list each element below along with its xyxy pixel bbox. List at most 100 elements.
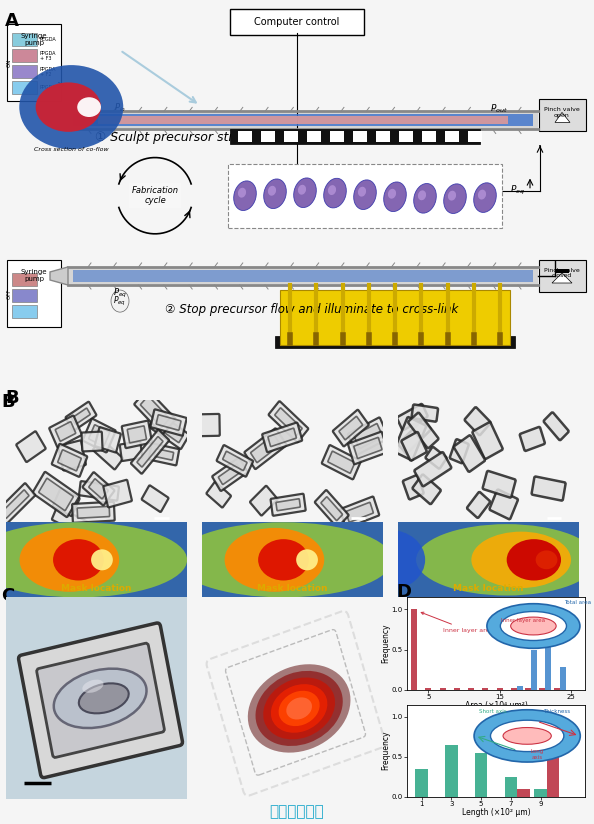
Bar: [555, 269, 569, 273]
FancyBboxPatch shape: [37, 644, 165, 757]
FancyBboxPatch shape: [55, 422, 75, 441]
Ellipse shape: [444, 184, 466, 213]
Ellipse shape: [298, 185, 306, 194]
Ellipse shape: [238, 188, 246, 198]
Text: Inner layer area: Inner layer area: [421, 612, 493, 633]
FancyBboxPatch shape: [322, 445, 361, 480]
Bar: [12, 82, 37, 94]
Bar: [12, 33, 37, 46]
FancyBboxPatch shape: [18, 623, 182, 778]
Text: OFF: OFF: [7, 288, 11, 299]
FancyBboxPatch shape: [17, 431, 46, 462]
FancyBboxPatch shape: [134, 390, 176, 434]
FancyBboxPatch shape: [532, 476, 565, 500]
Ellipse shape: [233, 181, 257, 210]
FancyBboxPatch shape: [402, 432, 426, 461]
FancyBboxPatch shape: [268, 428, 296, 447]
Bar: [12, 273, 37, 286]
Text: PEGDA: PEGDA: [40, 37, 57, 42]
FancyBboxPatch shape: [346, 503, 373, 522]
FancyBboxPatch shape: [156, 414, 181, 430]
Bar: [275, 336, 515, 349]
Ellipse shape: [286, 697, 312, 719]
Bar: [547, 717, 560, 797]
FancyBboxPatch shape: [251, 435, 280, 462]
Bar: [411, 610, 417, 690]
FancyBboxPatch shape: [58, 450, 81, 471]
Ellipse shape: [328, 185, 336, 195]
FancyBboxPatch shape: [151, 410, 187, 436]
Ellipse shape: [388, 189, 396, 199]
Ellipse shape: [248, 664, 350, 752]
Bar: [525, 688, 531, 690]
FancyBboxPatch shape: [425, 447, 447, 469]
Bar: [202, 522, 383, 597]
FancyBboxPatch shape: [89, 425, 110, 447]
Bar: [445, 132, 459, 142]
FancyBboxPatch shape: [268, 401, 308, 442]
FancyBboxPatch shape: [250, 486, 277, 516]
Ellipse shape: [473, 183, 497, 213]
Ellipse shape: [384, 182, 406, 212]
FancyBboxPatch shape: [7, 260, 61, 327]
Text: A: A: [5, 12, 19, 30]
FancyBboxPatch shape: [1, 490, 29, 518]
Polygon shape: [552, 273, 572, 283]
FancyBboxPatch shape: [223, 452, 247, 471]
FancyBboxPatch shape: [141, 396, 169, 427]
Ellipse shape: [279, 691, 320, 726]
Bar: [12, 65, 37, 78]
Ellipse shape: [358, 187, 366, 197]
FancyBboxPatch shape: [52, 444, 87, 477]
Text: PPGDA
+ F2: PPGDA + F2: [40, 67, 56, 77]
Bar: [475, 752, 488, 797]
Ellipse shape: [77, 97, 101, 117]
FancyBboxPatch shape: [154, 448, 173, 460]
Ellipse shape: [448, 190, 456, 200]
Polygon shape: [555, 112, 570, 123]
Bar: [517, 686, 523, 690]
Ellipse shape: [353, 180, 377, 209]
Text: $P_{in}$: $P_{in}$: [114, 101, 126, 114]
Text: Mask location: Mask location: [61, 584, 132, 593]
Ellipse shape: [91, 550, 113, 570]
FancyBboxPatch shape: [271, 494, 306, 516]
Bar: [517, 789, 530, 797]
Bar: [534, 789, 547, 797]
Text: PPGDA
+ F3: PPGDA + F3: [40, 51, 56, 61]
Ellipse shape: [296, 550, 318, 570]
Bar: [425, 688, 431, 690]
Bar: [560, 667, 565, 690]
Text: 晶灿灿科技网: 晶灿灿科技网: [270, 804, 324, 819]
Ellipse shape: [54, 668, 147, 728]
FancyBboxPatch shape: [348, 432, 388, 464]
FancyBboxPatch shape: [217, 445, 253, 476]
FancyBboxPatch shape: [412, 405, 438, 422]
FancyBboxPatch shape: [197, 414, 220, 436]
Text: Computer control: Computer control: [254, 17, 340, 27]
Bar: [230, 129, 480, 143]
FancyBboxPatch shape: [212, 458, 247, 491]
FancyBboxPatch shape: [489, 489, 518, 519]
FancyBboxPatch shape: [230, 9, 364, 35]
FancyBboxPatch shape: [348, 418, 388, 455]
Bar: [238, 132, 252, 142]
Ellipse shape: [353, 530, 425, 590]
Bar: [468, 688, 474, 690]
Bar: [468, 132, 482, 142]
Bar: [73, 270, 533, 282]
Ellipse shape: [0, 522, 187, 597]
Bar: [539, 688, 545, 690]
FancyBboxPatch shape: [467, 492, 490, 517]
X-axis label: Area (×10⁴ μm²): Area (×10⁴ μm²): [465, 701, 527, 710]
X-axis label: Length (×10² μm): Length (×10² μm): [462, 808, 530, 817]
FancyBboxPatch shape: [89, 479, 108, 499]
Bar: [554, 688, 560, 690]
FancyBboxPatch shape: [7, 24, 61, 101]
Ellipse shape: [225, 528, 324, 592]
FancyBboxPatch shape: [539, 260, 586, 292]
Ellipse shape: [263, 677, 335, 739]
Text: $P_{eq}$: $P_{eq}$: [113, 294, 127, 307]
Text: Syringe
pump: Syringe pump: [21, 33, 48, 46]
FancyBboxPatch shape: [321, 497, 342, 521]
